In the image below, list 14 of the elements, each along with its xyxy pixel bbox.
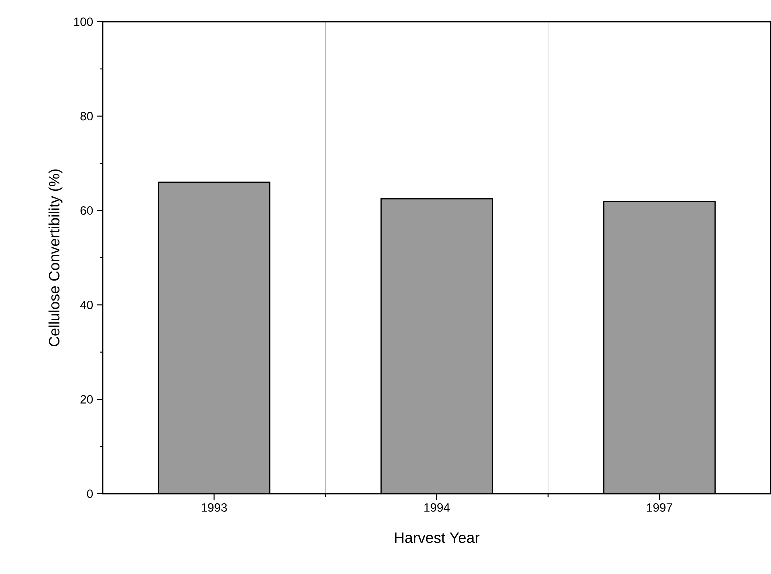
- y-tick-label: 60: [80, 206, 94, 216]
- x-tick-label: 1997: [647, 504, 672, 512]
- x-tick-label: 1994: [424, 504, 450, 512]
- y-tick-label: 20: [80, 395, 94, 404]
- x-axis-title: Harvest Year: [395, 532, 480, 544]
- x-tick-label: 1993: [202, 504, 228, 512]
- y-tick-label: 0: [87, 490, 94, 498]
- y-axis-title: Cellulose Convertibility (%): [48, 170, 63, 346]
- y-tick-label: 100: [74, 18, 94, 26]
- y-tick-label: 40: [80, 300, 94, 310]
- bar: [158, 182, 271, 494]
- bar: [380, 198, 494, 494]
- y-tick-label: 80: [80, 112, 94, 121]
- bar: [603, 201, 716, 494]
